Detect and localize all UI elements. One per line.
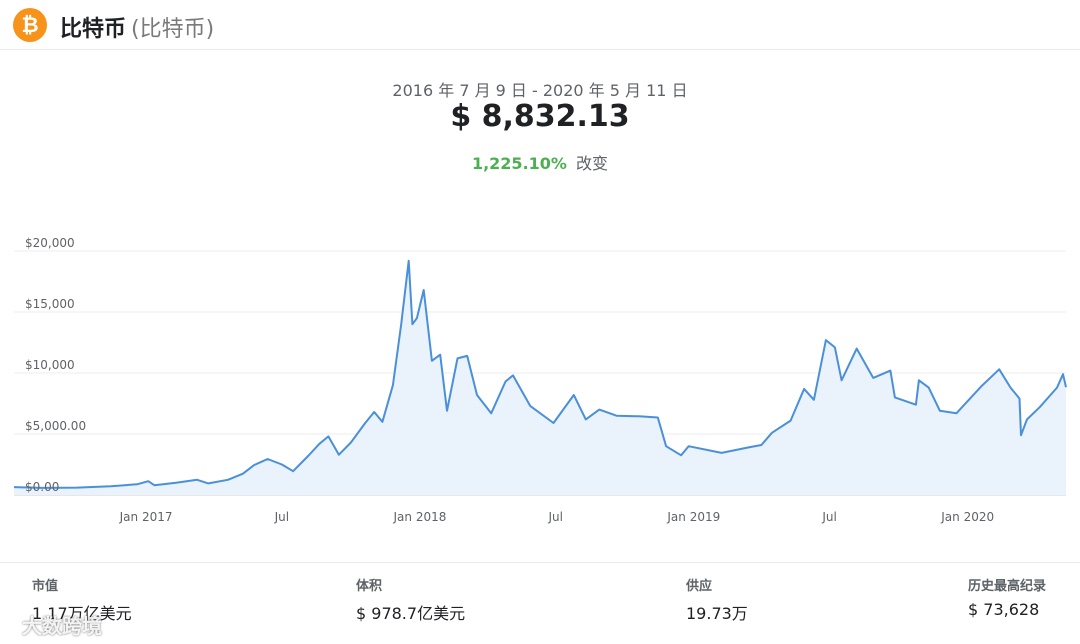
price-change: 1,225.10% 改变 (0, 150, 1080, 174)
stat-label: 供应 (686, 579, 713, 594)
x-tick-label: Jul (548, 510, 563, 524)
x-tick-label: Jul (821, 510, 836, 524)
stats-bar: 市值 1.17万亿美元 体积 $ 978.7亿美元 供应 19.73万 历史最高… (0, 562, 1080, 644)
x-tick-label: Jan 2018 (393, 510, 447, 524)
price-line[interactable] (13, 259, 1067, 489)
stat-label: 市值 (32, 579, 59, 594)
current-price: $ 8,832.13 (450, 99, 630, 134)
change-percent: 1,225.10% (471, 154, 567, 173)
y-tick-label: $20,000 (25, 236, 75, 250)
bitcoin-logo-icon: ₿ (13, 8, 47, 42)
change-label: 改变 (576, 154, 609, 173)
stat-label: 体积 (356, 579, 383, 594)
stat-supply: 供应 19.73万 (686, 575, 748, 624)
price-chart[interactable]: $20,000 $15,000 $10,000 $5,000.00 $0.00 Jan … (0, 225, 1080, 535)
coin-name: 比特币 (60, 17, 127, 42)
stat-value: 19.73万 (686, 604, 748, 623)
y-tick-label: $5,000.00 (25, 419, 86, 433)
x-tick-label: Jan 2017 (119, 510, 173, 524)
x-tick-label: Jul (274, 510, 289, 524)
stat-all-time-high: 历史最高纪录 $ 73,628 (968, 575, 1046, 619)
stat-market-cap: 市值 1.17万亿美元 (32, 575, 132, 624)
stat-value: $ 73,628 (968, 600, 1040, 619)
coin-subtitle: (比特币) (131, 17, 215, 42)
date-range: 2016 年 7 月 9 日 - 2020 年 5 月 11 日 (392, 81, 688, 100)
stat-label: 历史最高纪录 (968, 579, 1047, 594)
stat-volume: 体积 $ 978.7亿美元 (356, 575, 465, 624)
stat-value: $ 978.7亿美元 (356, 604, 466, 623)
stat-value: 1.17万亿美元 (32, 604, 132, 623)
watermark: 大数跨境 (22, 614, 102, 638)
y-tick-label: $15,000 (25, 297, 75, 311)
coin-header: ₿ 比特币 (比特币) (0, 0, 1080, 50)
x-tick-label: Jan 2020 (940, 510, 994, 524)
x-tick-label: Jan 2019 (666, 510, 720, 524)
y-tick-label: $10,000 (25, 358, 75, 372)
y-tick-label: $0.00 (25, 480, 59, 494)
price-area-fill (14, 260, 1066, 495)
